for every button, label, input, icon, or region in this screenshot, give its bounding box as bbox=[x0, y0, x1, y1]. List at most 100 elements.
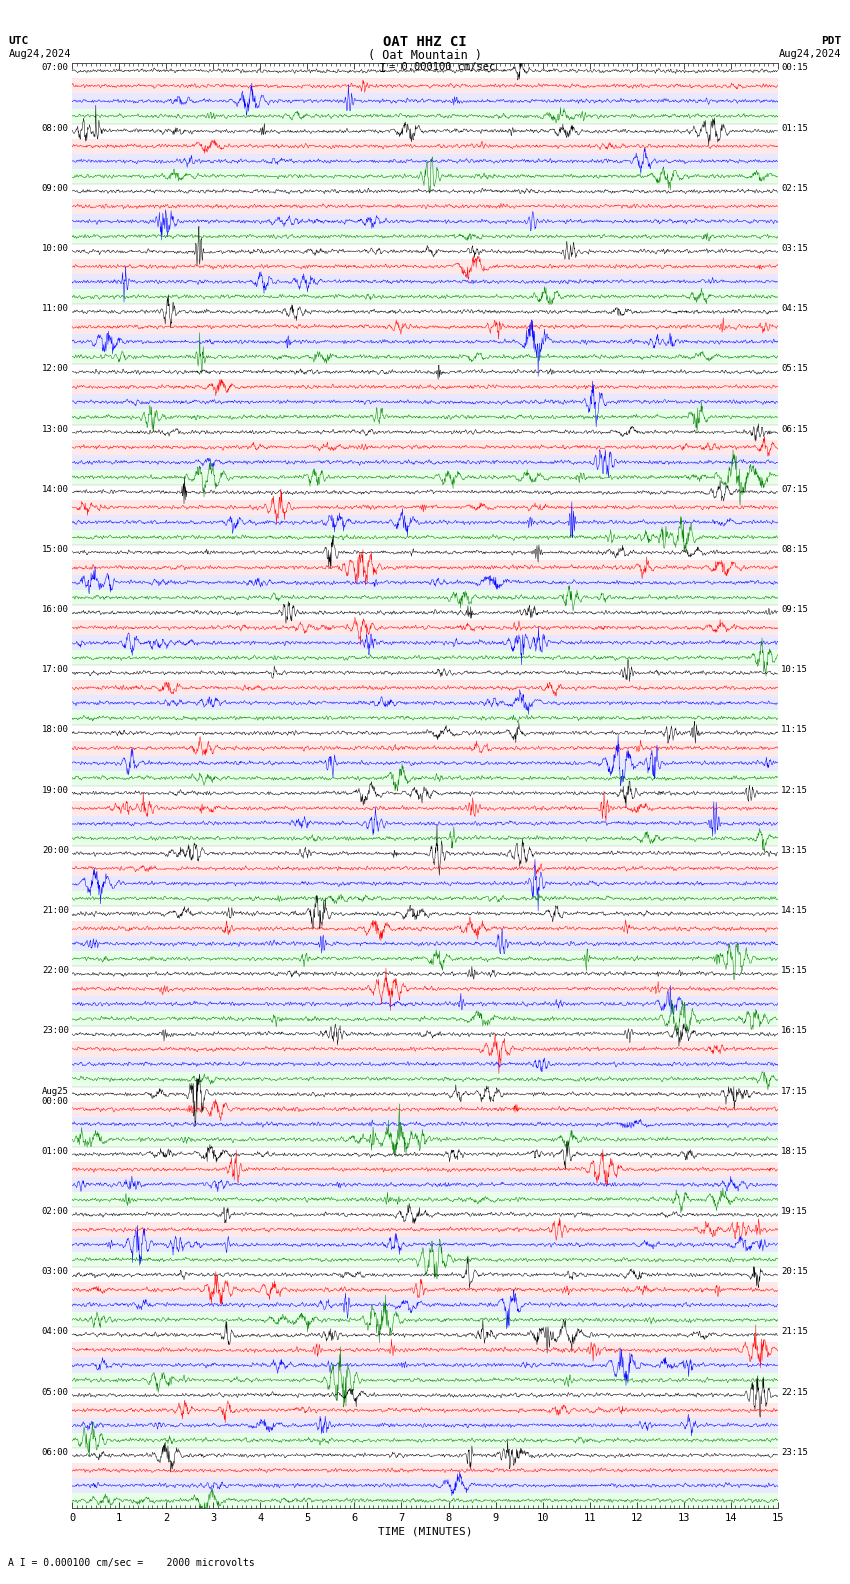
Bar bbox=[72, 1251, 778, 1267]
Text: 21:15: 21:15 bbox=[781, 1327, 808, 1337]
Bar bbox=[72, 786, 778, 800]
Bar bbox=[72, 1131, 778, 1147]
Text: 03:00: 03:00 bbox=[42, 1267, 69, 1277]
Text: 07:15: 07:15 bbox=[781, 485, 808, 494]
Bar bbox=[72, 862, 778, 876]
Text: 15:00: 15:00 bbox=[42, 545, 69, 554]
Text: = 0.000100 cm/sec: = 0.000100 cm/sec bbox=[389, 62, 496, 71]
Bar bbox=[72, 1418, 778, 1432]
Bar bbox=[72, 154, 778, 169]
Bar bbox=[72, 1177, 778, 1191]
Bar bbox=[72, 1357, 778, 1372]
Bar bbox=[72, 695, 778, 710]
Text: 19:00: 19:00 bbox=[42, 786, 69, 795]
Text: 20:00: 20:00 bbox=[42, 846, 69, 855]
Text: 03:15: 03:15 bbox=[781, 244, 808, 253]
Bar bbox=[72, 1237, 778, 1251]
Bar bbox=[72, 108, 778, 124]
Bar bbox=[72, 816, 778, 830]
Bar bbox=[72, 1026, 778, 1042]
Text: 13:00: 13:00 bbox=[42, 425, 69, 434]
Text: I: I bbox=[379, 62, 387, 74]
Bar bbox=[72, 1147, 778, 1163]
Bar bbox=[72, 1403, 778, 1418]
Bar bbox=[72, 1207, 778, 1223]
Text: 15:15: 15:15 bbox=[781, 966, 808, 976]
Bar bbox=[72, 364, 778, 380]
Bar bbox=[72, 771, 778, 786]
Bar bbox=[72, 846, 778, 862]
Bar bbox=[72, 501, 778, 515]
Bar bbox=[72, 756, 778, 771]
Bar bbox=[72, 440, 778, 455]
Bar bbox=[72, 1478, 778, 1492]
Bar bbox=[72, 1223, 778, 1237]
Bar bbox=[72, 410, 778, 425]
Text: 00:15: 00:15 bbox=[781, 63, 808, 73]
Text: OAT HHZ CI: OAT HHZ CI bbox=[383, 35, 467, 49]
Bar bbox=[72, 214, 778, 230]
Text: 16:00: 16:00 bbox=[42, 605, 69, 615]
Bar bbox=[72, 980, 778, 996]
Bar bbox=[72, 394, 778, 410]
Bar bbox=[72, 1163, 778, 1177]
Text: ( Oat Mountain ): ( Oat Mountain ) bbox=[368, 49, 482, 62]
Bar bbox=[72, 380, 778, 394]
Bar bbox=[72, 274, 778, 288]
Text: 12:00: 12:00 bbox=[42, 364, 69, 374]
Text: 10:15: 10:15 bbox=[781, 665, 808, 675]
Text: 18:00: 18:00 bbox=[42, 725, 69, 735]
Bar bbox=[72, 1312, 778, 1327]
Text: 18:15: 18:15 bbox=[781, 1147, 808, 1156]
Text: 19:15: 19:15 bbox=[781, 1207, 808, 1217]
Bar bbox=[72, 1372, 778, 1388]
Bar bbox=[72, 1072, 778, 1087]
Bar bbox=[72, 635, 778, 649]
Bar bbox=[72, 996, 778, 1011]
Bar bbox=[72, 890, 778, 906]
Bar bbox=[72, 619, 778, 635]
Text: 16:15: 16:15 bbox=[781, 1026, 808, 1036]
Bar bbox=[72, 529, 778, 545]
Text: 04:15: 04:15 bbox=[781, 304, 808, 314]
Bar bbox=[72, 485, 778, 501]
Bar bbox=[72, 63, 778, 78]
Bar bbox=[72, 230, 778, 244]
Text: 14:00: 14:00 bbox=[42, 485, 69, 494]
Text: Aug24,2024: Aug24,2024 bbox=[8, 49, 71, 59]
Bar bbox=[72, 78, 778, 93]
Bar bbox=[72, 1102, 778, 1117]
Bar bbox=[72, 710, 778, 725]
Bar bbox=[72, 244, 778, 258]
Text: 17:00: 17:00 bbox=[42, 665, 69, 675]
Bar bbox=[72, 1464, 778, 1478]
Text: 22:15: 22:15 bbox=[781, 1388, 808, 1397]
Bar bbox=[72, 906, 778, 920]
Text: 06:00: 06:00 bbox=[42, 1448, 69, 1457]
Bar bbox=[72, 936, 778, 950]
Text: 20:15: 20:15 bbox=[781, 1267, 808, 1277]
Bar bbox=[72, 169, 778, 184]
Bar bbox=[72, 1087, 778, 1102]
Bar bbox=[72, 1448, 778, 1464]
Text: 04:00: 04:00 bbox=[42, 1327, 69, 1337]
Bar bbox=[72, 334, 778, 350]
Text: 23:00: 23:00 bbox=[42, 1026, 69, 1036]
Text: 11:15: 11:15 bbox=[781, 725, 808, 735]
Bar bbox=[72, 1267, 778, 1283]
Text: 06:15: 06:15 bbox=[781, 425, 808, 434]
Text: 02:00: 02:00 bbox=[42, 1207, 69, 1217]
Bar bbox=[72, 830, 778, 846]
Text: PDT: PDT bbox=[821, 36, 842, 46]
Text: 14:15: 14:15 bbox=[781, 906, 808, 916]
Text: 12:15: 12:15 bbox=[781, 786, 808, 795]
Bar bbox=[72, 1297, 778, 1312]
Bar bbox=[72, 350, 778, 364]
Bar bbox=[72, 741, 778, 756]
Bar bbox=[72, 470, 778, 485]
Bar bbox=[72, 649, 778, 665]
Text: 17:15: 17:15 bbox=[781, 1087, 808, 1096]
Text: 22:00: 22:00 bbox=[42, 966, 69, 976]
Text: 13:15: 13:15 bbox=[781, 846, 808, 855]
Text: 08:15: 08:15 bbox=[781, 545, 808, 554]
